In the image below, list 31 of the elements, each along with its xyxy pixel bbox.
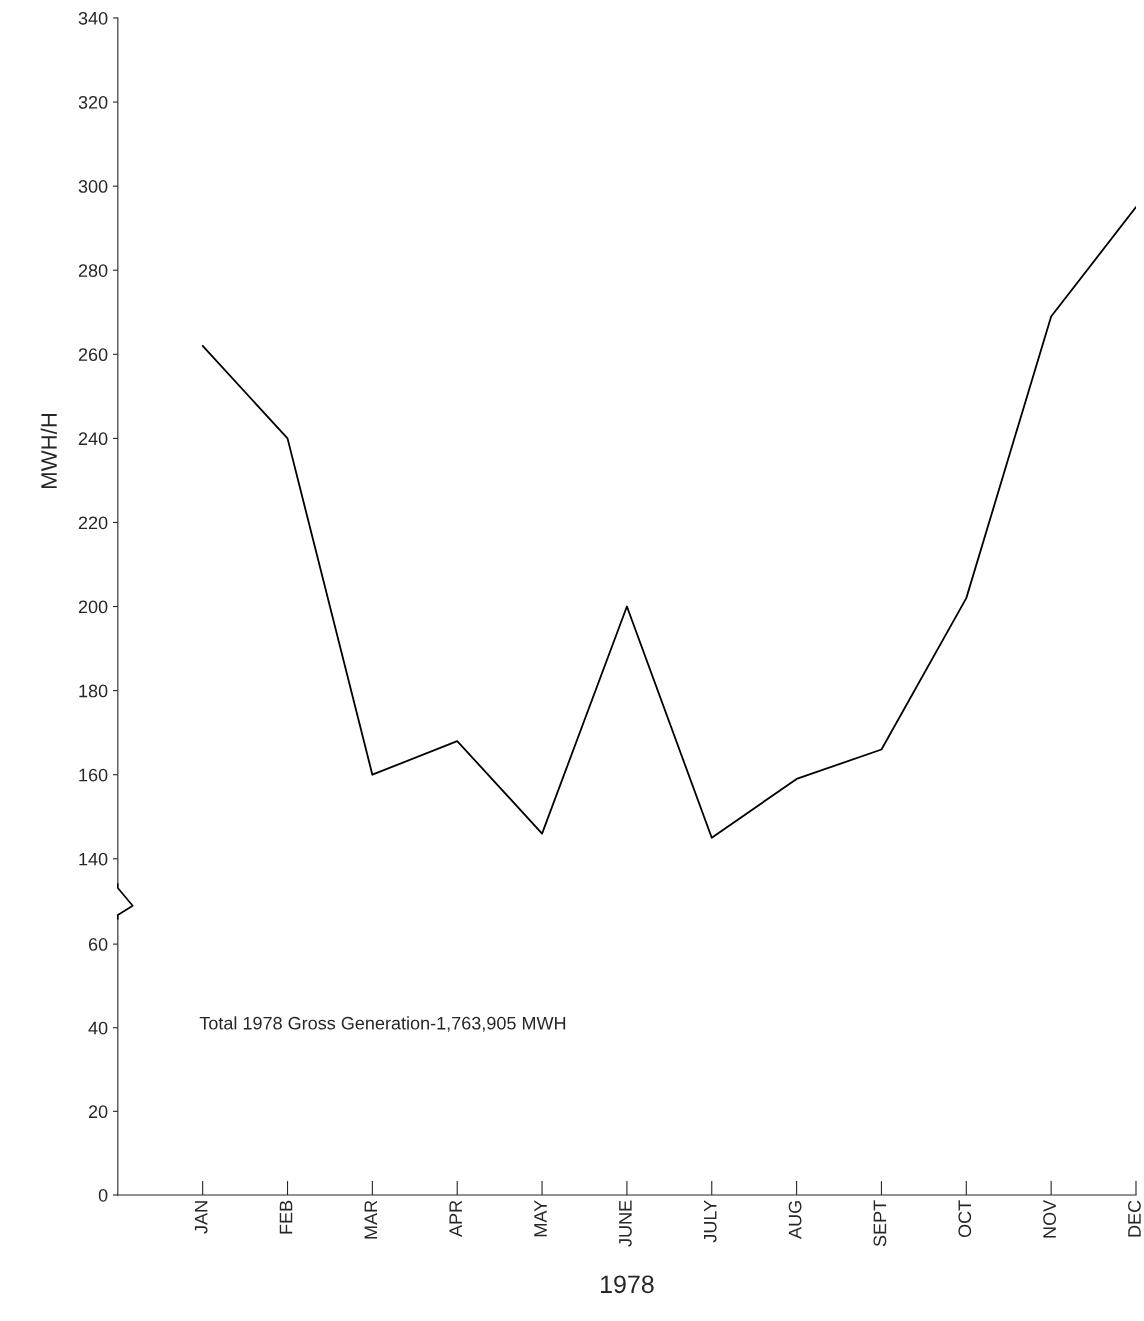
x-tick-label: OCT: [958, 1200, 972, 1238]
x-tick-label: SEPT: [873, 1200, 887, 1247]
y-axis-title: MWH/H: [40, 413, 57, 489]
y-tick-label: 220: [78, 516, 108, 530]
y-tick-label: 320: [78, 95, 108, 109]
y-tick-label: 200: [78, 600, 108, 614]
y-tick-label: 180: [79, 684, 108, 698]
y-tick-label: 160: [79, 768, 108, 782]
y-tick-label: 240: [78, 432, 108, 446]
y-tick-label: 300: [78, 180, 108, 193]
x-tick-label: FEB: [279, 1200, 293, 1234]
x-tick-label: JUNE: [619, 1200, 632, 1247]
y-tick-label: 260: [78, 348, 108, 362]
x-tick-label: APR: [449, 1200, 462, 1237]
y-tick-label: 340: [78, 11, 108, 25]
x-tick-label: JULY: [704, 1200, 717, 1243]
annotation: Total 1978 Gross Generation-1,763,905 MWH: [199, 1016, 566, 1032]
y-tick-label: 0: [98, 1188, 108, 1202]
y-tick-label: 40: [88, 1021, 108, 1035]
y-tick-label: 280: [78, 264, 108, 277]
y-tick-label: 140: [79, 852, 108, 866]
x-tick-label: JAN: [194, 1201, 208, 1234]
y-tick-label: 20: [88, 1105, 108, 1119]
x-axis-title: 1978: [601, 1275, 654, 1294]
x-tick-label: DEC: [1128, 1200, 1141, 1237]
x-tick-label: NOV: [1043, 1199, 1056, 1238]
y-tick-label: 60: [88, 938, 108, 951]
x-tick-label: AUG: [788, 1201, 802, 1239]
x-tick-label: MAY: [534, 1200, 547, 1237]
line-series: [201, 206, 1136, 839]
x-tick-label: MAR: [364, 1200, 378, 1239]
